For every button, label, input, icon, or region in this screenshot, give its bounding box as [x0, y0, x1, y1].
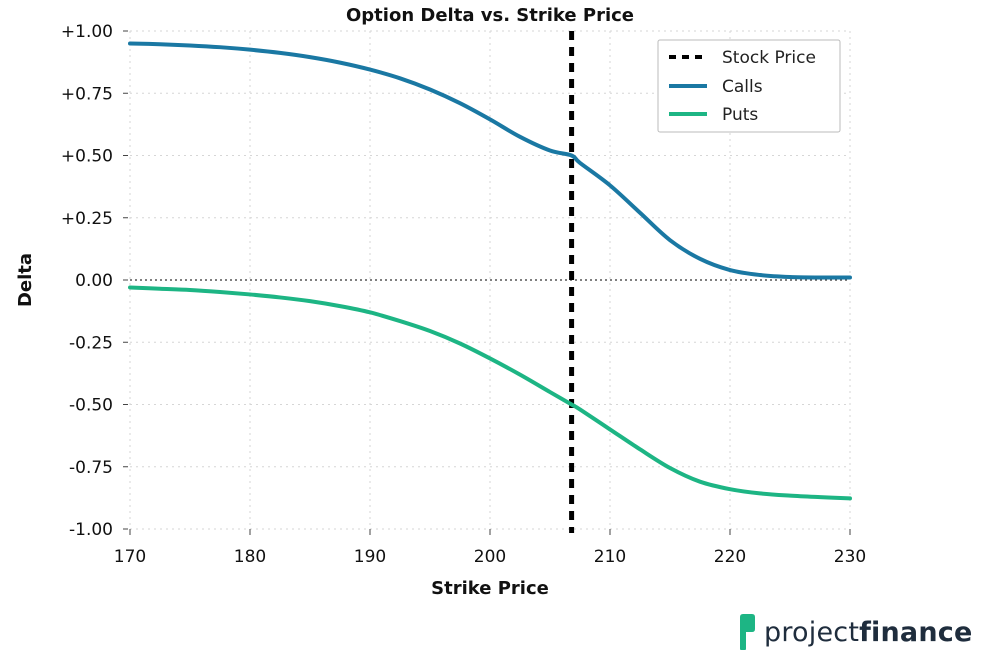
y-tick-label: 0.00 [75, 271, 113, 291]
y-tick-label: +0.25 [61, 209, 113, 229]
logo-text-light: project [764, 616, 860, 648]
legend: Stock Price Calls Puts [657, 39, 841, 133]
puts-line [128, 285, 852, 501]
y-tick-label: -0.50 [69, 396, 113, 416]
logo-text-bold: finance [859, 616, 973, 648]
x-tick-label: 200 [474, 547, 506, 567]
calls-line [128, 41, 852, 280]
chart-title: Option Delta vs. Strike Price [346, 5, 634, 26]
projectfinance-logo: projectfinance [738, 612, 973, 652]
legend-label-puts: Puts [722, 105, 758, 125]
y-tick-label: +0.75 [61, 84, 113, 104]
x-tick-label: 180 [234, 547, 266, 567]
legend-label-stock-price: Stock Price [722, 48, 816, 68]
x-axis-title: Strike Price [431, 578, 549, 599]
x-tick-label: 220 [714, 547, 746, 567]
y-axis-title: Delta [15, 253, 36, 307]
y-tick-label: +0.50 [61, 147, 113, 167]
x-tick-label: 210 [594, 547, 626, 567]
y-tick-label: -1.00 [69, 520, 113, 540]
x-tick-label: 190 [354, 547, 386, 567]
y-tick-label: -0.25 [69, 333, 113, 353]
legend-label-calls: Calls [722, 77, 763, 97]
y-tick-label: -0.75 [69, 458, 113, 478]
y-tick-label: +1.00 [61, 22, 113, 42]
axes: 170 180 190 200 210 220 230 +1.00 +0.75 +0.50 +0.2… [61, 22, 866, 567]
series [128, 31, 852, 533]
legend-box [657, 39, 841, 133]
x-tick-label: 170 [114, 547, 146, 567]
x-tick-label: 230 [834, 547, 866, 567]
logo-text: projectfinance [764, 617, 973, 648]
logo-mark-icon [740, 614, 755, 650]
